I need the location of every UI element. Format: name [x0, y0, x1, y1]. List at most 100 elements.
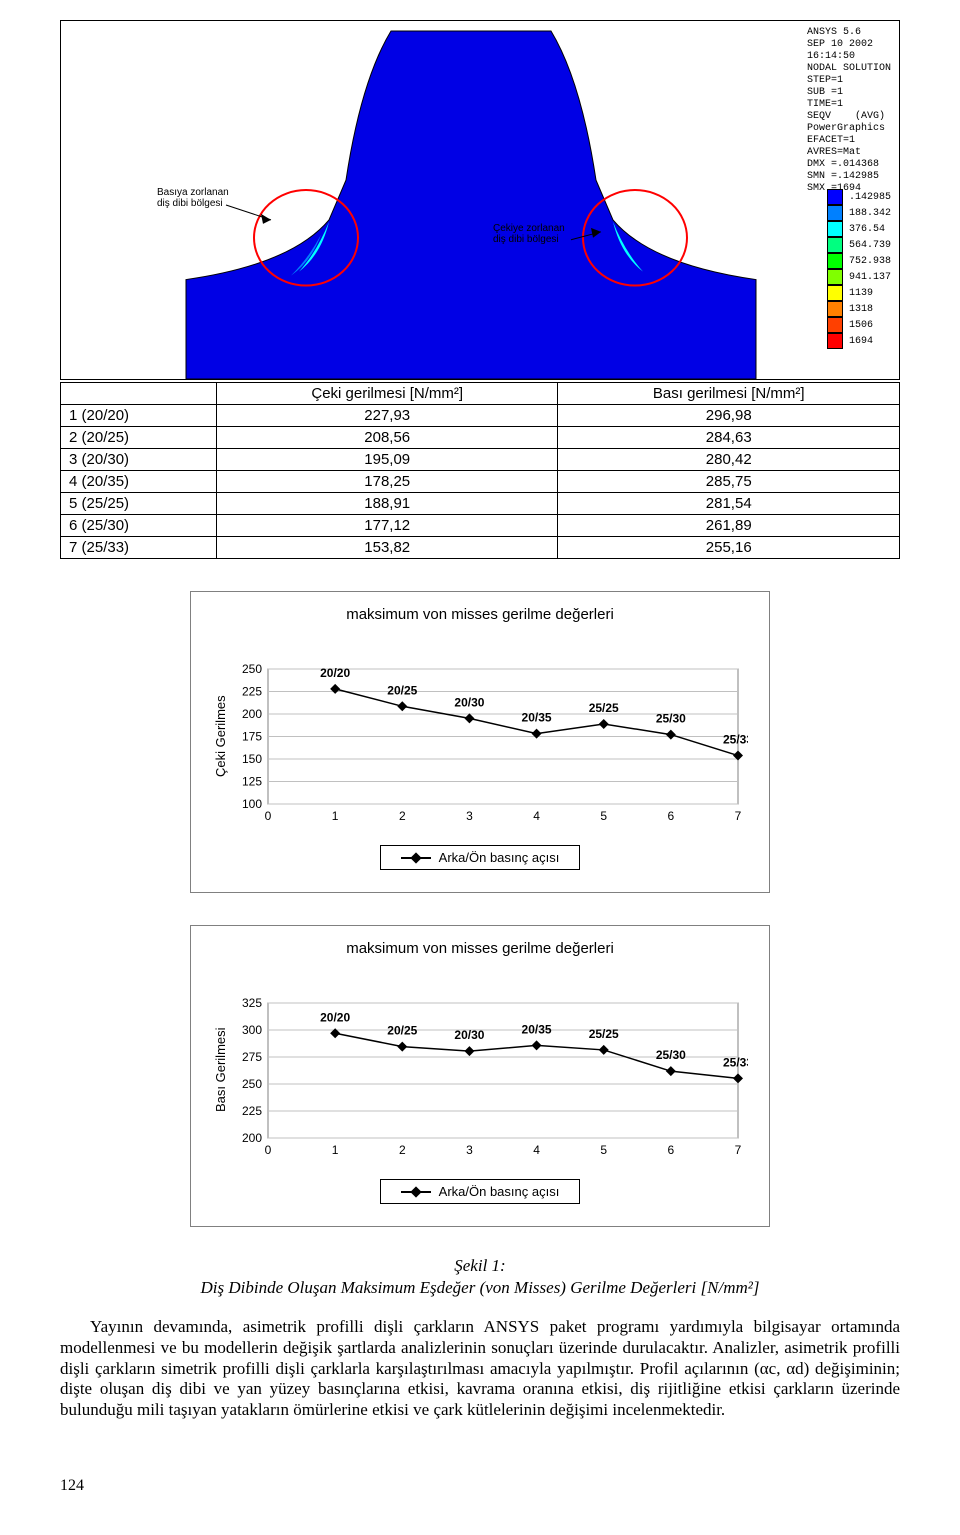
- svg-text:6: 6: [668, 809, 675, 823]
- svg-text:300: 300: [242, 1023, 262, 1037]
- swatch-icon: [827, 205, 843, 221]
- th-ceki: Çeki gerilmesi [N/mm²]: [216, 383, 558, 405]
- chart2-legend: Arka/Ön basınç açısı: [380, 1179, 580, 1204]
- page-number: 124: [60, 1477, 900, 1495]
- svg-text:25/30: 25/30: [656, 712, 686, 726]
- svg-text:200: 200: [242, 1131, 262, 1145]
- svg-text:20/25: 20/25: [387, 683, 417, 697]
- svg-text:4: 4: [533, 809, 540, 823]
- legend-value: 564.739: [849, 240, 891, 251]
- svg-text:125: 125: [242, 775, 262, 789]
- swatch-icon: [827, 301, 843, 317]
- svg-text:20/35: 20/35: [522, 711, 552, 725]
- table-cell: 178,25: [216, 471, 558, 493]
- svg-text:250: 250: [242, 1077, 262, 1091]
- table-cell: 3 (20/30): [61, 449, 217, 471]
- table-row: 5 (25/25)188,91281,54: [61, 493, 900, 515]
- svg-text:7: 7: [735, 809, 742, 823]
- svg-text:20/30: 20/30: [454, 695, 484, 709]
- table-cell: 255,16: [558, 537, 900, 559]
- svg-text:25/25: 25/25: [589, 1027, 619, 1041]
- legend-value: 1694: [849, 336, 873, 347]
- table-row: 7 (25/33)153,82255,16: [61, 537, 900, 559]
- table-row: 3 (20/30)195,09280,42: [61, 449, 900, 471]
- chart1-ylabel: Çeki Gerilmes: [209, 641, 228, 831]
- ansys-header-block: ANSYS 5.6 SEP 10 2002 16:14:50 NODAL SOL…: [807, 27, 891, 195]
- svg-text:3: 3: [466, 1143, 473, 1157]
- svg-text:225: 225: [242, 1104, 262, 1118]
- chart1-legend: Arka/Ön basınç açısı: [380, 845, 580, 870]
- th-blank: [61, 383, 217, 405]
- svg-text:20/25: 20/25: [387, 1024, 417, 1038]
- chart2-ylabel: Bası Gerilmesi: [209, 975, 228, 1165]
- svg-text:175: 175: [242, 730, 262, 744]
- svg-text:20/30: 20/30: [454, 1028, 484, 1042]
- fea-label-right: Çekiye zorlanan diş dibi bölgesi: [493, 223, 565, 245]
- legend-row: 376.54: [827, 221, 891, 237]
- legend-marker-icon: [401, 1191, 431, 1193]
- swatch-icon: [827, 221, 843, 237]
- svg-text:1: 1: [332, 1143, 339, 1157]
- svg-text:20/35: 20/35: [522, 1022, 552, 1036]
- figure-caption: Şekil 1: Diş Dibinde Oluşan Maksimum Eşd…: [60, 1255, 900, 1299]
- chart2-box: maksimum von misses gerilme değerleri Ba…: [190, 925, 770, 1227]
- table-cell: 284,63: [558, 427, 900, 449]
- swatch-icon: [827, 333, 843, 349]
- legend-row: .142985: [827, 189, 891, 205]
- legend-value: .142985: [849, 192, 891, 203]
- fea-color-legend: .142985188.342376.54564.739752.938941.13…: [827, 189, 891, 349]
- table-cell: 177,12: [216, 515, 558, 537]
- fea-result-figure: Basıya zorlanan diş dibi bölgesi Çekiye …: [60, 20, 900, 380]
- svg-text:100: 100: [242, 797, 262, 811]
- paragraph-text: Yayının devamında, asimetrik profilli di…: [60, 1317, 900, 1421]
- legend-row: 1318: [827, 301, 891, 317]
- stress-table: Çeki gerilmesi [N/mm²] Bası gerilmesi [N…: [60, 382, 900, 559]
- table-cell: 281,54: [558, 493, 900, 515]
- legend-row: 1694: [827, 333, 891, 349]
- svg-text:25/33: 25/33: [723, 733, 748, 747]
- chart2-plot: 2002252502753003250123456720/2020/2520/3…: [228, 975, 748, 1160]
- svg-text:25/30: 25/30: [656, 1048, 686, 1062]
- legend-value: 752.938: [849, 256, 891, 267]
- legend-row: 752.938: [827, 253, 891, 269]
- table-row: 2 (20/25)208,56284,63: [61, 427, 900, 449]
- table-row: 6 (25/30)177,12261,89: [61, 515, 900, 537]
- svg-text:200: 200: [242, 707, 262, 721]
- swatch-icon: [827, 269, 843, 285]
- legend-row: 1506: [827, 317, 891, 333]
- legend-marker-icon: [401, 857, 431, 859]
- chart1-legend-label: Arka/Ön basınç açısı: [439, 850, 560, 865]
- fea-label-left: Basıya zorlanan diş dibi bölgesi: [157, 187, 229, 209]
- table-cell: 188,91: [216, 493, 558, 515]
- legend-value: 1506: [849, 320, 873, 331]
- legend-value: 1139: [849, 288, 873, 299]
- table-cell: 296,98: [558, 405, 900, 427]
- table-cell: 153,82: [216, 537, 558, 559]
- chart1-plot: 1001251501752002252500123456720/2020/252…: [228, 641, 748, 826]
- legend-row: 564.739: [827, 237, 891, 253]
- svg-text:1: 1: [332, 809, 339, 823]
- legend-value: 376.54: [849, 224, 885, 235]
- swatch-icon: [827, 285, 843, 301]
- svg-text:275: 275: [242, 1050, 262, 1064]
- svg-text:7: 7: [735, 1143, 742, 1157]
- svg-text:225: 225: [242, 685, 262, 699]
- svg-text:20/20: 20/20: [320, 1010, 350, 1024]
- svg-text:5: 5: [600, 1143, 607, 1157]
- swatch-icon: [827, 253, 843, 269]
- svg-text:20/20: 20/20: [320, 666, 350, 680]
- body-paragraph: Yayının devamında, asimetrik profilli di…: [60, 1317, 900, 1421]
- svg-text:0: 0: [265, 1143, 272, 1157]
- svg-text:250: 250: [242, 662, 262, 676]
- legend-value: 188.342: [849, 208, 891, 219]
- table-cell: 261,89: [558, 515, 900, 537]
- svg-text:2: 2: [399, 1143, 406, 1157]
- chart1-box: maksimum von misses gerilme değerleri Çe…: [190, 591, 770, 893]
- svg-text:25/25: 25/25: [589, 701, 619, 715]
- table-cell: 1 (20/20): [61, 405, 217, 427]
- swatch-icon: [827, 189, 843, 205]
- table-cell: 4 (20/35): [61, 471, 217, 493]
- table-cell: 195,09: [216, 449, 558, 471]
- svg-text:325: 325: [242, 996, 262, 1010]
- svg-text:6: 6: [668, 1143, 675, 1157]
